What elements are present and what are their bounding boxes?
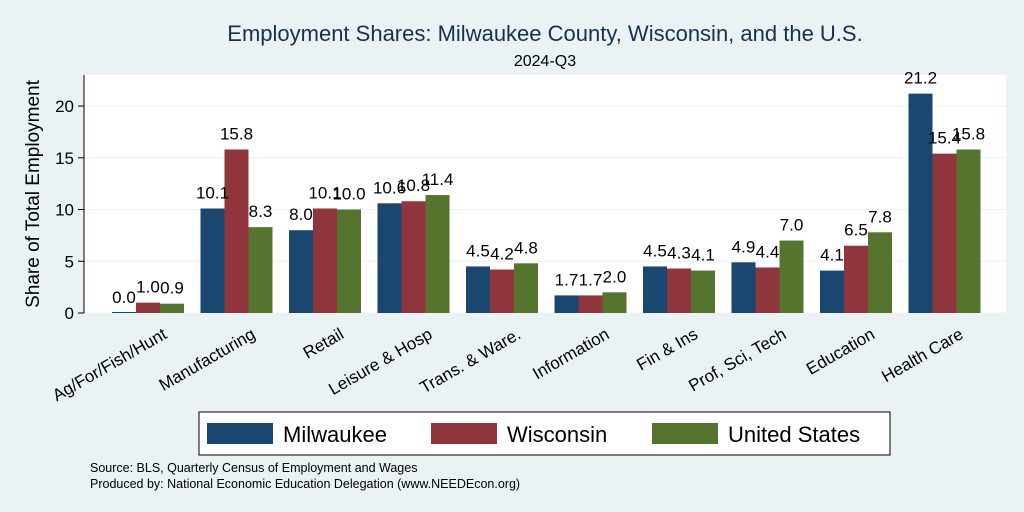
x-category-label: Prof, Sci, Tech (685, 324, 789, 395)
legend-swatch (652, 423, 718, 444)
bar-value-label: 4.5 (643, 241, 667, 260)
x-category-label: Trans. & Ware. (417, 324, 524, 397)
bar-value-label: 15.4 (928, 129, 961, 148)
y-tick-label: 20 (55, 97, 74, 116)
value-labels: 0.01.0 0.910.115.88.3 8.010.110.0 10.610.81… (112, 69, 985, 307)
bar-value-label: 7.8 (868, 207, 892, 226)
legend-swatch (207, 423, 273, 444)
bar-value-label: 15.8 (952, 125, 985, 144)
bar (401, 201, 426, 313)
chart-title: Employment Shares: Milwaukee County, Wis… (227, 21, 862, 46)
x-category-label: Health Care (878, 324, 966, 386)
bar (377, 203, 402, 313)
bar-value-label: 1.0 (136, 278, 160, 297)
bar-value-label: 0.9 (160, 279, 184, 298)
x-category-label: Ag/For/Fish/Hunt (49, 324, 170, 405)
bar (643, 266, 667, 313)
legend-box (198, 411, 891, 456)
bar-value-label: 1.7 (579, 270, 603, 289)
bar-value-label: 15.8 (220, 125, 253, 144)
bar (337, 209, 361, 313)
bar (425, 195, 450, 313)
bar (466, 266, 490, 313)
bar (200, 208, 225, 313)
bar (868, 232, 892, 313)
bar-value-label: 0.0 (112, 288, 136, 307)
bar (956, 149, 981, 313)
legend: Milwaukee Wisconsin United States (198, 411, 891, 456)
bar-value-label: 4.3 (667, 244, 691, 263)
bar (224, 149, 249, 313)
bar-value-label: 4.2 (490, 245, 514, 264)
bar-value-label: 10.1 (308, 183, 341, 202)
bar-value-label: 4.1 (691, 246, 715, 265)
bar (602, 292, 627, 313)
bar (490, 269, 514, 313)
bar-value-label: 11.4 (422, 170, 454, 189)
bar (554, 295, 579, 313)
x-category-label: Education (803, 324, 878, 378)
bar-value-label: 4.8 (514, 238, 538, 257)
y-tick-label: 10 (55, 201, 74, 220)
legend-label: United States (728, 422, 860, 447)
bar-value-label: 4.5 (466, 241, 490, 260)
x-category-label: Information (529, 324, 612, 383)
bar-value-label: 2.0 (603, 267, 627, 286)
legend-label: Wisconsin (507, 422, 607, 447)
bar (160, 303, 184, 313)
chart-subtitle: 2024-Q3 (514, 53, 576, 70)
bar (844, 245, 868, 313)
bar (313, 208, 337, 313)
bar (908, 93, 933, 313)
bar-value-label: 4.1 (820, 246, 844, 265)
legend-swatch (431, 423, 497, 444)
bar-value-label: 10.1 (196, 183, 229, 202)
source-note: Source: BLS, Quarterly Census of Employm… (90, 461, 417, 475)
bar (578, 295, 603, 313)
y-tick-label: 5 (65, 252, 74, 271)
bar (514, 263, 538, 313)
x-category-label: Manufacturing (156, 324, 259, 394)
bar (691, 270, 715, 313)
bars (112, 93, 981, 313)
produced-by-note: Produced by: National Economic Education… (90, 477, 520, 491)
bar-value-label: 4.4 (756, 242, 780, 261)
bar-value-label: 1.7 (555, 270, 579, 289)
bar-value-label: 10.0 (332, 185, 365, 204)
bar (731, 262, 756, 313)
bar-value-label: 8.3 (249, 202, 273, 221)
bar-value-label: 10.8 (397, 176, 430, 195)
bar-value-label: 4.9 (732, 237, 756, 256)
bar-value-label: 10.6 (373, 178, 406, 197)
bar (755, 267, 780, 313)
bar (136, 302, 160, 313)
x-category-label: Retail (300, 324, 347, 362)
y-tick-label: 0 (65, 304, 74, 323)
bar (289, 230, 313, 313)
bar (112, 312, 136, 313)
bar (932, 153, 957, 313)
y-ticks: 0 5 10 15 20 (55, 97, 84, 323)
bar (820, 270, 844, 313)
bar (248, 227, 273, 313)
y-tick-label: 15 (55, 149, 74, 168)
y-axis-label: Share of Total Employment (23, 79, 44, 307)
bar-value-label: 7.0 (780, 216, 804, 235)
x-category-label: Fin & Ins (633, 324, 701, 374)
legend-label: Milwaukee (283, 422, 387, 447)
bar-value-label: 8.0 (289, 205, 313, 224)
bar (667, 268, 691, 313)
bar-value-label: 21.2 (904, 69, 937, 88)
bar (779, 240, 804, 313)
bar-value-label: 6.5 (844, 221, 868, 240)
